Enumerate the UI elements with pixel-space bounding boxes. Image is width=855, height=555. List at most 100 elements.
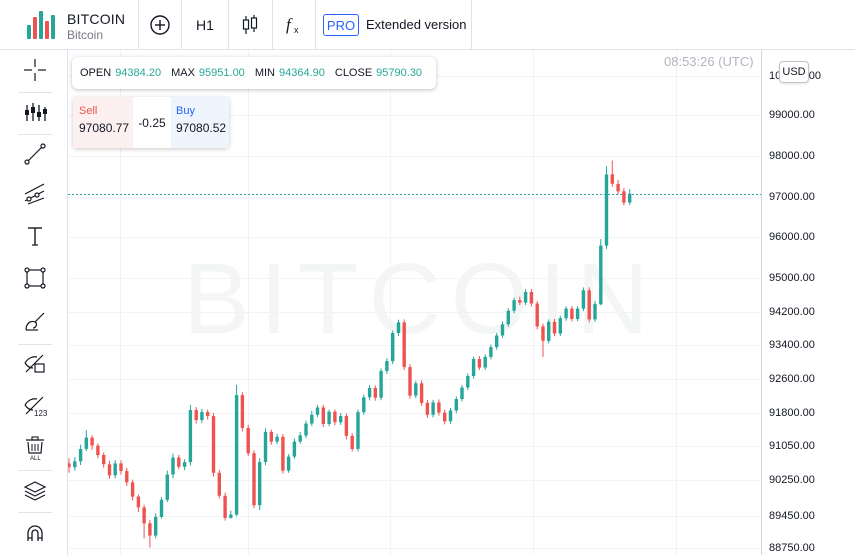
candle-body — [304, 423, 308, 436]
candlestick-chart[interactable] — [68, 50, 761, 555]
pro-badge[interactable]: PRO — [323, 14, 359, 36]
price-tick-label: 91050.00 — [769, 440, 815, 452]
candle-body — [142, 507, 146, 524]
candle-body — [367, 387, 372, 398]
candle-body — [616, 183, 620, 192]
candle-body — [575, 308, 580, 319]
candle-body — [286, 456, 291, 471]
svg-text:x: x — [294, 25, 299, 35]
buy-button[interactable]: Buy 97080.52 — [171, 97, 229, 148]
candle-body — [622, 191, 626, 203]
divider — [18, 92, 52, 93]
candle-body — [385, 361, 389, 371]
candle-body — [107, 464, 112, 476]
indicators-button[interactable]: f x — [274, 0, 314, 50]
svg-text:123: 123 — [34, 409, 48, 418]
remove-all-tool[interactable]: ALL — [14, 430, 56, 466]
hide-price-icon: 123 — [24, 396, 48, 418]
trade-panel: Sell 97080.77 -0.25 Buy 97080.52 — [73, 97, 229, 148]
spread-value: -0.25 — [138, 115, 166, 130]
divider — [138, 0, 139, 50]
hide-price-tool[interactable]: 123 — [14, 388, 56, 424]
candle-body — [339, 416, 343, 423]
pitchfork-tool[interactable] — [14, 176, 56, 212]
top-toolbar: BITCOIN Bitcoin H1 f x PRO Extended vers… — [0, 0, 855, 50]
extended-version-link[interactable]: Extended version — [366, 17, 467, 32]
candle-body — [518, 300, 522, 303]
indicators-icon: f x — [286, 15, 299, 35]
trend-line-tool[interactable] — [14, 136, 56, 172]
candle-body — [454, 399, 458, 411]
candle-body — [419, 383, 424, 403]
candle-body — [113, 463, 117, 476]
candle-body — [78, 449, 83, 462]
divider — [315, 0, 316, 50]
sell-label: Sell — [79, 105, 98, 117]
candle-body — [541, 326, 545, 341]
price-tick-label: 91800.00 — [769, 407, 815, 419]
close-value: 95790.30 — [376, 67, 423, 79]
candle-body — [535, 303, 539, 327]
crosshair-icon — [24, 59, 46, 81]
candle-body — [298, 435, 302, 442]
candle-body — [73, 461, 77, 468]
add-symbol-button[interactable] — [140, 0, 180, 50]
candle-body — [408, 367, 412, 396]
candle-body — [246, 428, 250, 454]
candle-body — [471, 359, 476, 376]
price-tick-label: 98000.00 — [769, 150, 815, 162]
chart-type-button[interactable] — [230, 0, 270, 50]
candle-body — [558, 318, 562, 334]
candle-body — [188, 410, 193, 463]
candle-body — [512, 300, 516, 311]
high-label: MAX — [171, 67, 195, 79]
candles-icon — [242, 15, 258, 34]
candle-body — [310, 414, 314, 424]
divider — [228, 0, 229, 50]
candle-body — [414, 383, 418, 396]
candle-body — [362, 397, 366, 413]
candle-body — [275, 436, 279, 442]
candle-body — [604, 174, 609, 246]
candle-body — [431, 402, 435, 415]
candle-body — [211, 416, 216, 473]
low-label: MIN — [254, 67, 275, 79]
candle-body — [177, 457, 181, 467]
indicator-settings-icon — [25, 103, 47, 121]
candle-body — [154, 516, 158, 536]
candle-body — [379, 370, 383, 398]
drawing-toolbar: 123 ALL — [0, 50, 68, 555]
buy-label: Buy — [176, 105, 195, 117]
chart-area[interactable]: BITCOIN — [68, 50, 761, 555]
candle-body — [315, 407, 320, 415]
candle-body — [599, 245, 603, 305]
crosshair-tool[interactable] — [14, 52, 56, 88]
candle-body — [229, 514, 233, 518]
candle-body — [564, 308, 568, 319]
hide-drawings-tool[interactable] — [14, 346, 56, 382]
symbol-selector[interactable]: BITCOIN Bitcoin — [0, 0, 138, 50]
layers-tool[interactable] — [14, 472, 56, 508]
open-label: OPEN — [80, 67, 112, 79]
candle-body — [281, 436, 285, 471]
candle-body — [344, 416, 349, 436]
timeframe-button[interactable]: H1 — [196, 17, 214, 33]
candle-body — [547, 321, 551, 341]
text-tool[interactable] — [14, 218, 56, 254]
rectangle-tool[interactable] — [14, 260, 56, 296]
currency-badge[interactable]: USD — [779, 61, 809, 83]
candle-body — [182, 462, 187, 467]
candle-body — [119, 463, 123, 471]
sell-button[interactable]: Sell 97080.77 — [73, 97, 133, 148]
candle-body — [194, 410, 198, 420]
divider — [18, 134, 52, 135]
price-scale[interactable]: 100000.0099000.0098000.0097000.0096000.0… — [761, 50, 855, 555]
price-tick-label: 95000.00 — [769, 272, 815, 284]
candle-body — [628, 193, 632, 203]
brush-tool[interactable] — [14, 304, 56, 340]
candle-body — [258, 462, 262, 506]
price-tick-label: 94200.00 — [769, 306, 815, 318]
magnet-tool[interactable] — [14, 516, 56, 552]
indicator-settings-tool[interactable] — [14, 94, 56, 130]
candle-body — [552, 321, 557, 334]
